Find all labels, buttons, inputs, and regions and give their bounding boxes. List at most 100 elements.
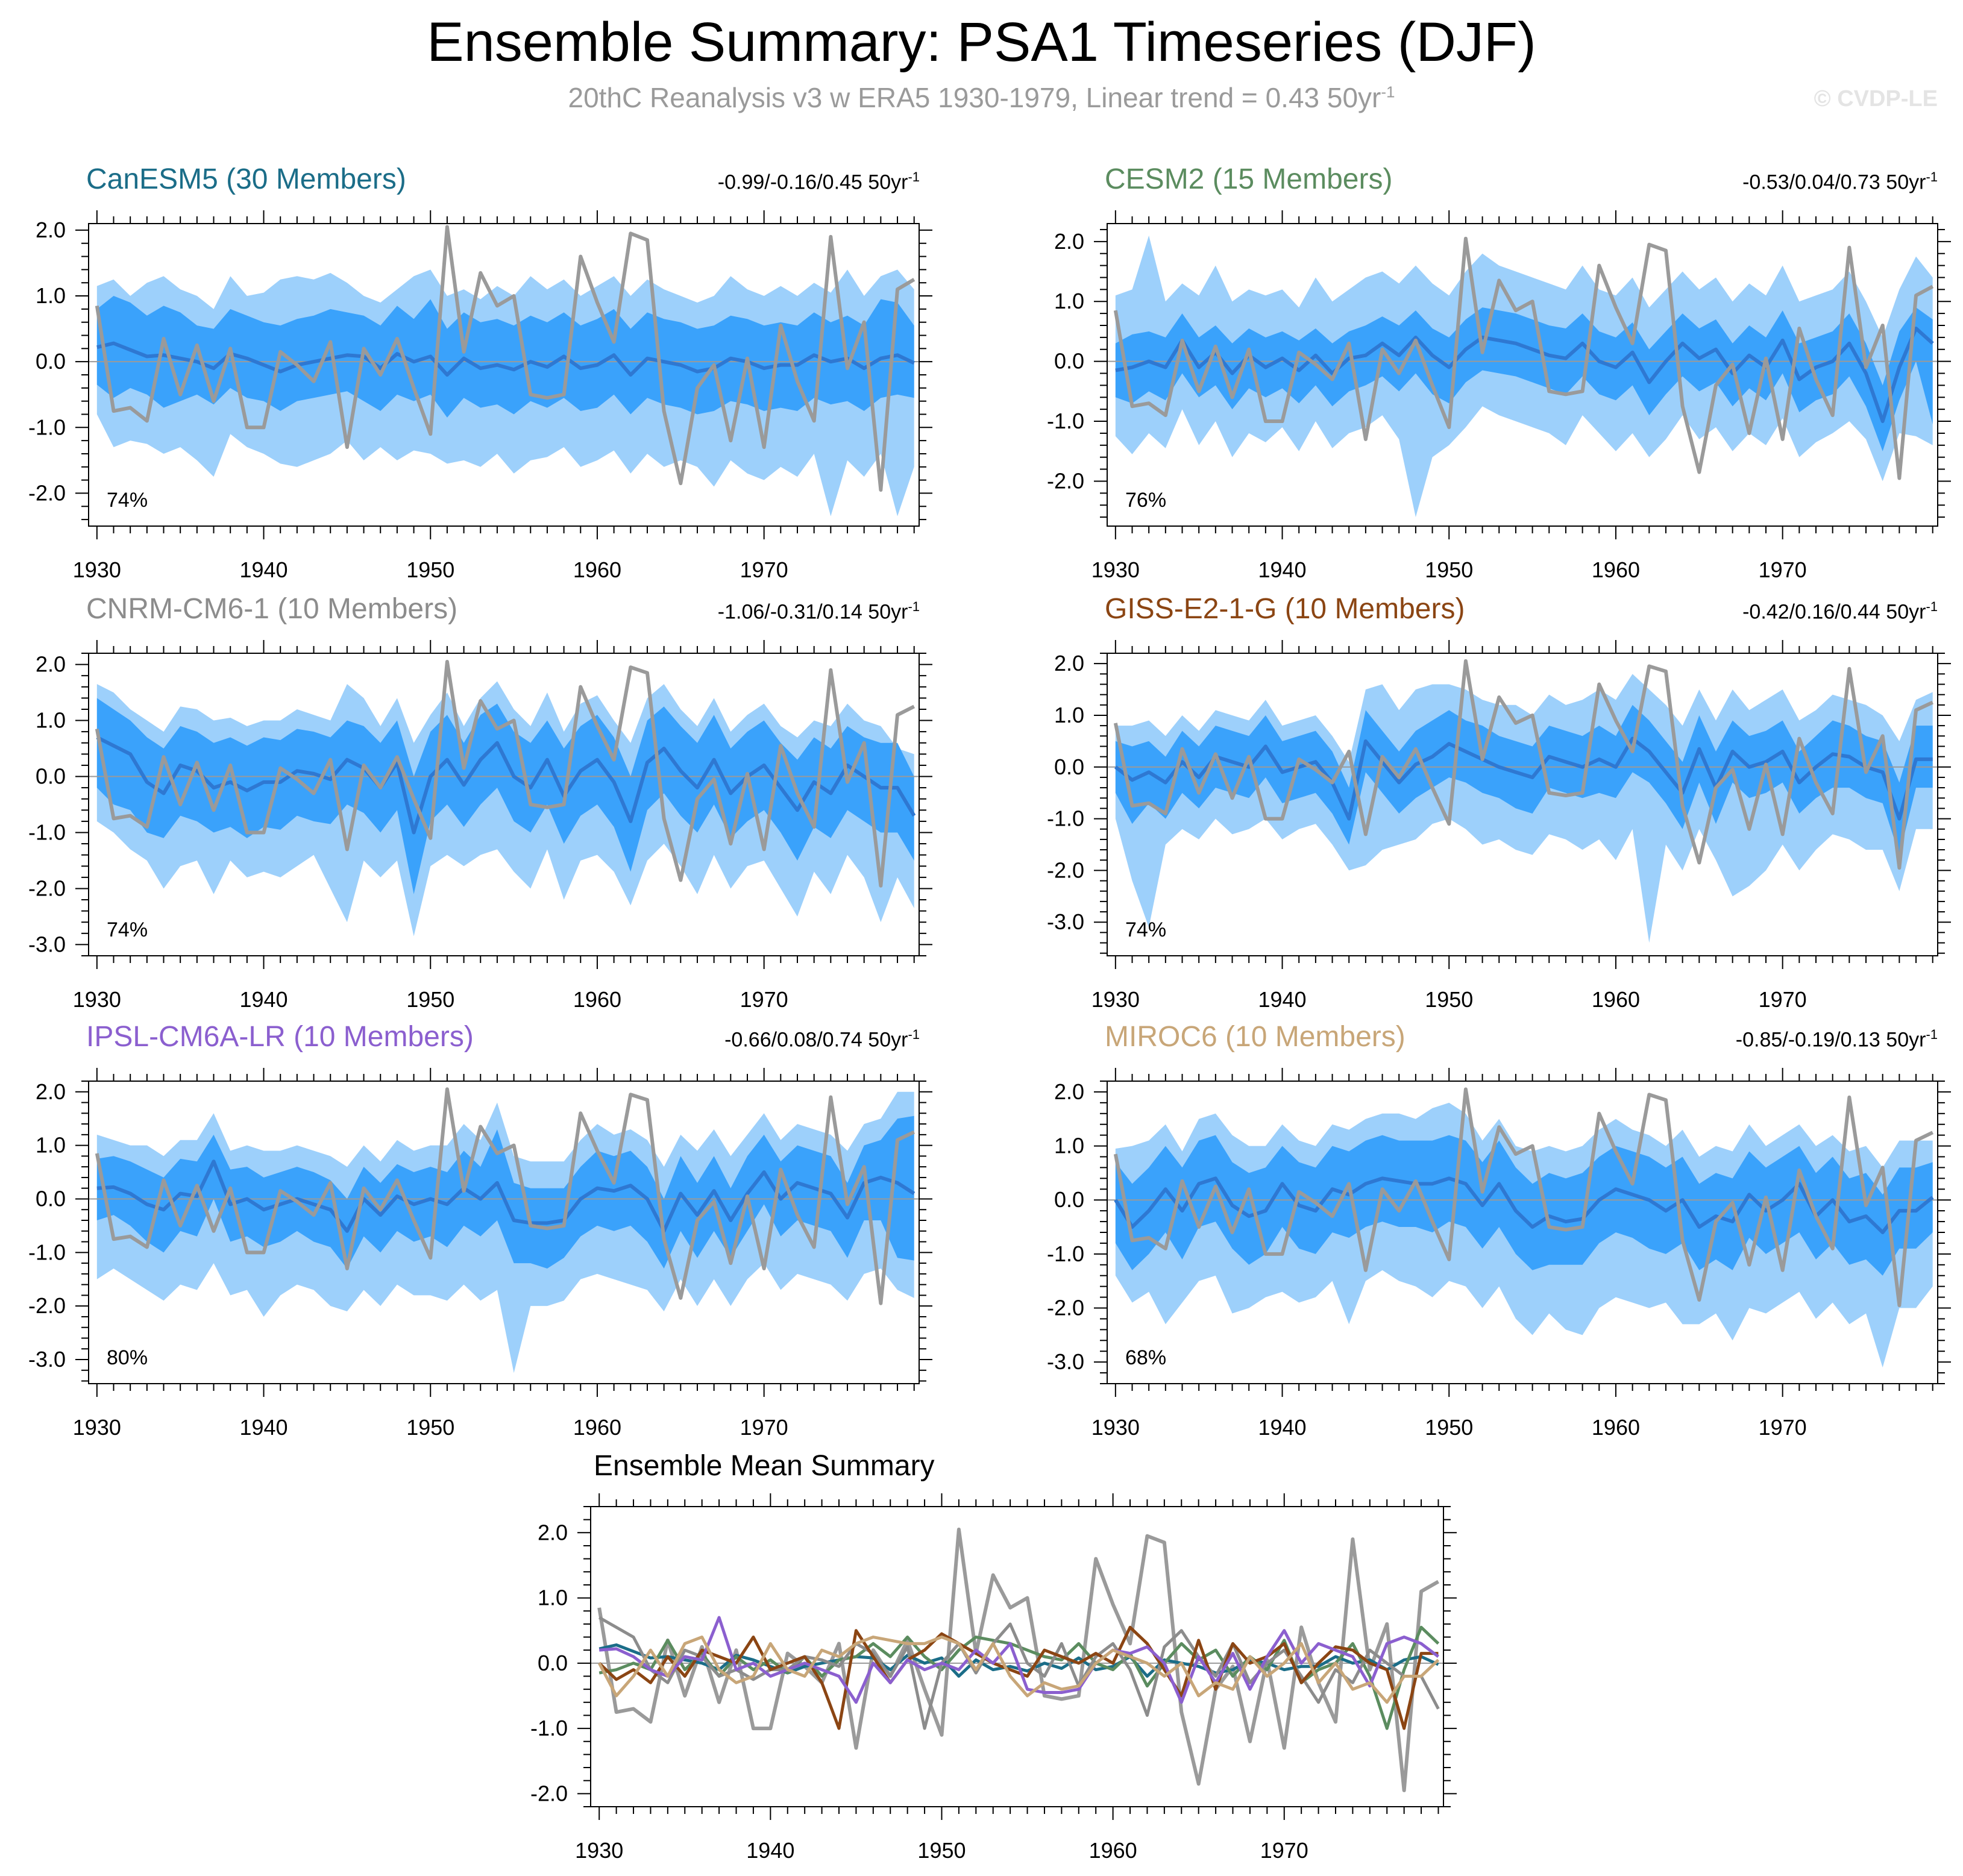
y-tick-label: 2.0	[1054, 651, 1084, 676]
x-tick-label: 1940	[1258, 557, 1306, 582]
panel-title-summary: Ensemble Mean Summary	[594, 1450, 935, 1482]
credit-watermark: © CVDP-LE	[1814, 86, 1938, 111]
y-tick-label: 2.0	[538, 1520, 568, 1545]
page-title: Ensemble Summary: PSA1 Timeseries (DJF)	[427, 11, 1536, 73]
y-tick-label: 2.0	[36, 218, 66, 242]
inner-spread-band	[96, 1115, 914, 1269]
percent-label: 74%	[107, 918, 148, 941]
x-tick-label: 1970	[740, 1415, 788, 1440]
x-tick-label: 1960	[573, 557, 621, 582]
x-tick-label: 1970	[1260, 1838, 1308, 1863]
trend-exponent: -1	[908, 1027, 920, 1042]
y-tick-label: -2.0	[28, 876, 66, 900]
observed-line	[1113, 1087, 1934, 1308]
y-tick-label: -3.0	[28, 1347, 66, 1372]
x-tick-label: 1970	[1759, 1415, 1807, 1440]
panel-title-cnrm: CNRM-CM6-1 (10 Members)	[86, 593, 458, 625]
y-tick-label: 2.0	[36, 1079, 66, 1104]
y-tick-label: 1.0	[1054, 1134, 1084, 1158]
y-tick-label: -1.0	[530, 1716, 568, 1740]
y-tick-label: 0.0	[36, 349, 66, 374]
percent-label: 80%	[107, 1346, 148, 1369]
panel-trend-ipsl: -0.66/0.08/0.74 50yr-1	[724, 1027, 920, 1052]
x-tick-label: 1970	[740, 987, 788, 1012]
observed-line	[95, 225, 916, 492]
y-tick-label: -2.0	[28, 1293, 66, 1318]
x-tick-label: 1950	[406, 1415, 454, 1440]
x-tick-label: 1930	[1091, 557, 1140, 582]
y-tick-label: 0.0	[1054, 754, 1084, 779]
x-tick-label: 1940	[239, 557, 287, 582]
x-tick-label: 1930	[575, 1838, 623, 1863]
y-tick-label: -1.0	[1047, 409, 1084, 433]
y-tick-label: -2.0	[530, 1781, 568, 1805]
observed-line	[95, 659, 916, 888]
y-tick-label: -3.0	[1047, 909, 1084, 934]
trend-exponent: -1	[908, 169, 920, 184]
trend-exponent: -1	[1926, 599, 1938, 614]
x-tick-label: 1930	[73, 987, 121, 1012]
panel-title-miroc6: MIROC6 (10 Members)	[1105, 1021, 1406, 1053]
trend-exponent: -1	[1926, 1027, 1938, 1042]
x-tick-label: 1950	[917, 1838, 966, 1863]
x-tick-label: 1940	[239, 987, 287, 1012]
y-tick-label: 0.0	[1054, 1187, 1084, 1212]
plot-frame	[88, 1081, 920, 1384]
x-tick-label: 1960	[1592, 987, 1640, 1012]
trend-exponent: -1	[1926, 169, 1938, 184]
y-tick-label: -1.0	[28, 820, 66, 844]
x-tick-label: 1970	[1759, 987, 1807, 1012]
y-tick-label: -1.0	[1047, 806, 1084, 831]
percent-label: 74%	[107, 489, 148, 512]
plot-frame	[590, 1506, 1444, 1807]
y-tick-label: -2.0	[1047, 1296, 1084, 1320]
trend-text: -0.99/-0.16/0.45 50yr	[717, 171, 908, 194]
inner-spread-band	[96, 698, 914, 894]
panel-4: 80% 2.0 1.0 0.0 -1.0 -2.0 -3.0 1930 1940 1950 1960…	[28, 1068, 932, 1440]
y-tick-label: -2.0	[28, 480, 66, 505]
panel-trend-canesm5: -0.99/-0.16/0.45 50yr-1	[718, 169, 920, 194]
inner-spread-band	[1115, 1135, 1933, 1276]
summary-line-cnrm-cm6-1	[598, 1616, 1440, 1730]
percent-label: 74%	[1125, 918, 1166, 941]
x-tick-label: 1960	[1089, 1838, 1137, 1863]
trend-text: -0.53/0.04/0.73 50yr	[1742, 171, 1926, 194]
y-tick-label: 1.0	[1054, 289, 1084, 313]
percent-label: 76%	[1125, 489, 1166, 512]
inner-spread-band	[96, 296, 914, 418]
y-tick-label: 0.0	[538, 1651, 568, 1675]
x-tick-label: 1930	[73, 557, 121, 582]
plot-frame	[1107, 653, 1938, 956]
x-tick-label: 1940	[1258, 987, 1306, 1012]
panel-3: 74% 2.0 1.0 0.0 -1.0 -2.0 -3.0 1930 1940 1950 1960…	[1047, 640, 1951, 1012]
y-tick-label: -2.0	[1047, 858, 1084, 882]
x-tick-label: 1950	[1425, 987, 1473, 1012]
x-tick-label: 1940	[239, 1415, 287, 1440]
y-tick-label: -1.0	[28, 415, 66, 439]
y-tick-label: 1.0	[36, 1133, 66, 1158]
panel-1: 76% 2.0 1.0 0.0 -1.0 -2.0 1930 1940 1950 1960 1970	[1047, 210, 1951, 582]
panel-trend-cnrm: -1.06/-0.31/0.14 50yr-1	[718, 599, 920, 624]
x-tick-label: 1960	[573, 987, 621, 1012]
panel-title-giss: GISS-E2-1-G (10 Members)	[1105, 593, 1465, 625]
percent-label: 68%	[1125, 1346, 1166, 1369]
trend-text: -0.85/-0.19/0.13 50yr	[1735, 1028, 1926, 1052]
inner-spread-band	[1115, 307, 1933, 451]
observed-line	[95, 1087, 916, 1305]
x-tick-label: 1950	[406, 987, 454, 1012]
x-tick-label: 1950	[1425, 557, 1473, 582]
x-tick-label: 1930	[1091, 1415, 1140, 1440]
x-tick-label: 1950	[406, 557, 454, 582]
y-tick-label: 0.0	[1054, 349, 1084, 374]
panel-summary: 2.0 1.0 0.0 -1.0 -2.0 1930 1940 1950 1960 1970	[530, 1493, 1457, 1863]
observed-line	[1113, 236, 1934, 480]
trend-exponent: -1	[908, 599, 920, 614]
trend-text: -0.42/0.16/0.44 50yr	[1742, 600, 1926, 624]
x-tick-label: 1970	[740, 557, 788, 582]
y-tick-label: -3.0	[1047, 1349, 1084, 1374]
y-tick-label: 2.0	[1054, 229, 1084, 254]
observed-line	[1113, 659, 1933, 870]
panel-5: 68% 2.0 1.0 0.0 -1.0 -2.0 -3.0 1930 1940 1950 1960…	[1047, 1068, 1951, 1440]
y-tick-label: 2.0	[1054, 1079, 1084, 1104]
y-tick-label: -1.0	[28, 1240, 66, 1264]
